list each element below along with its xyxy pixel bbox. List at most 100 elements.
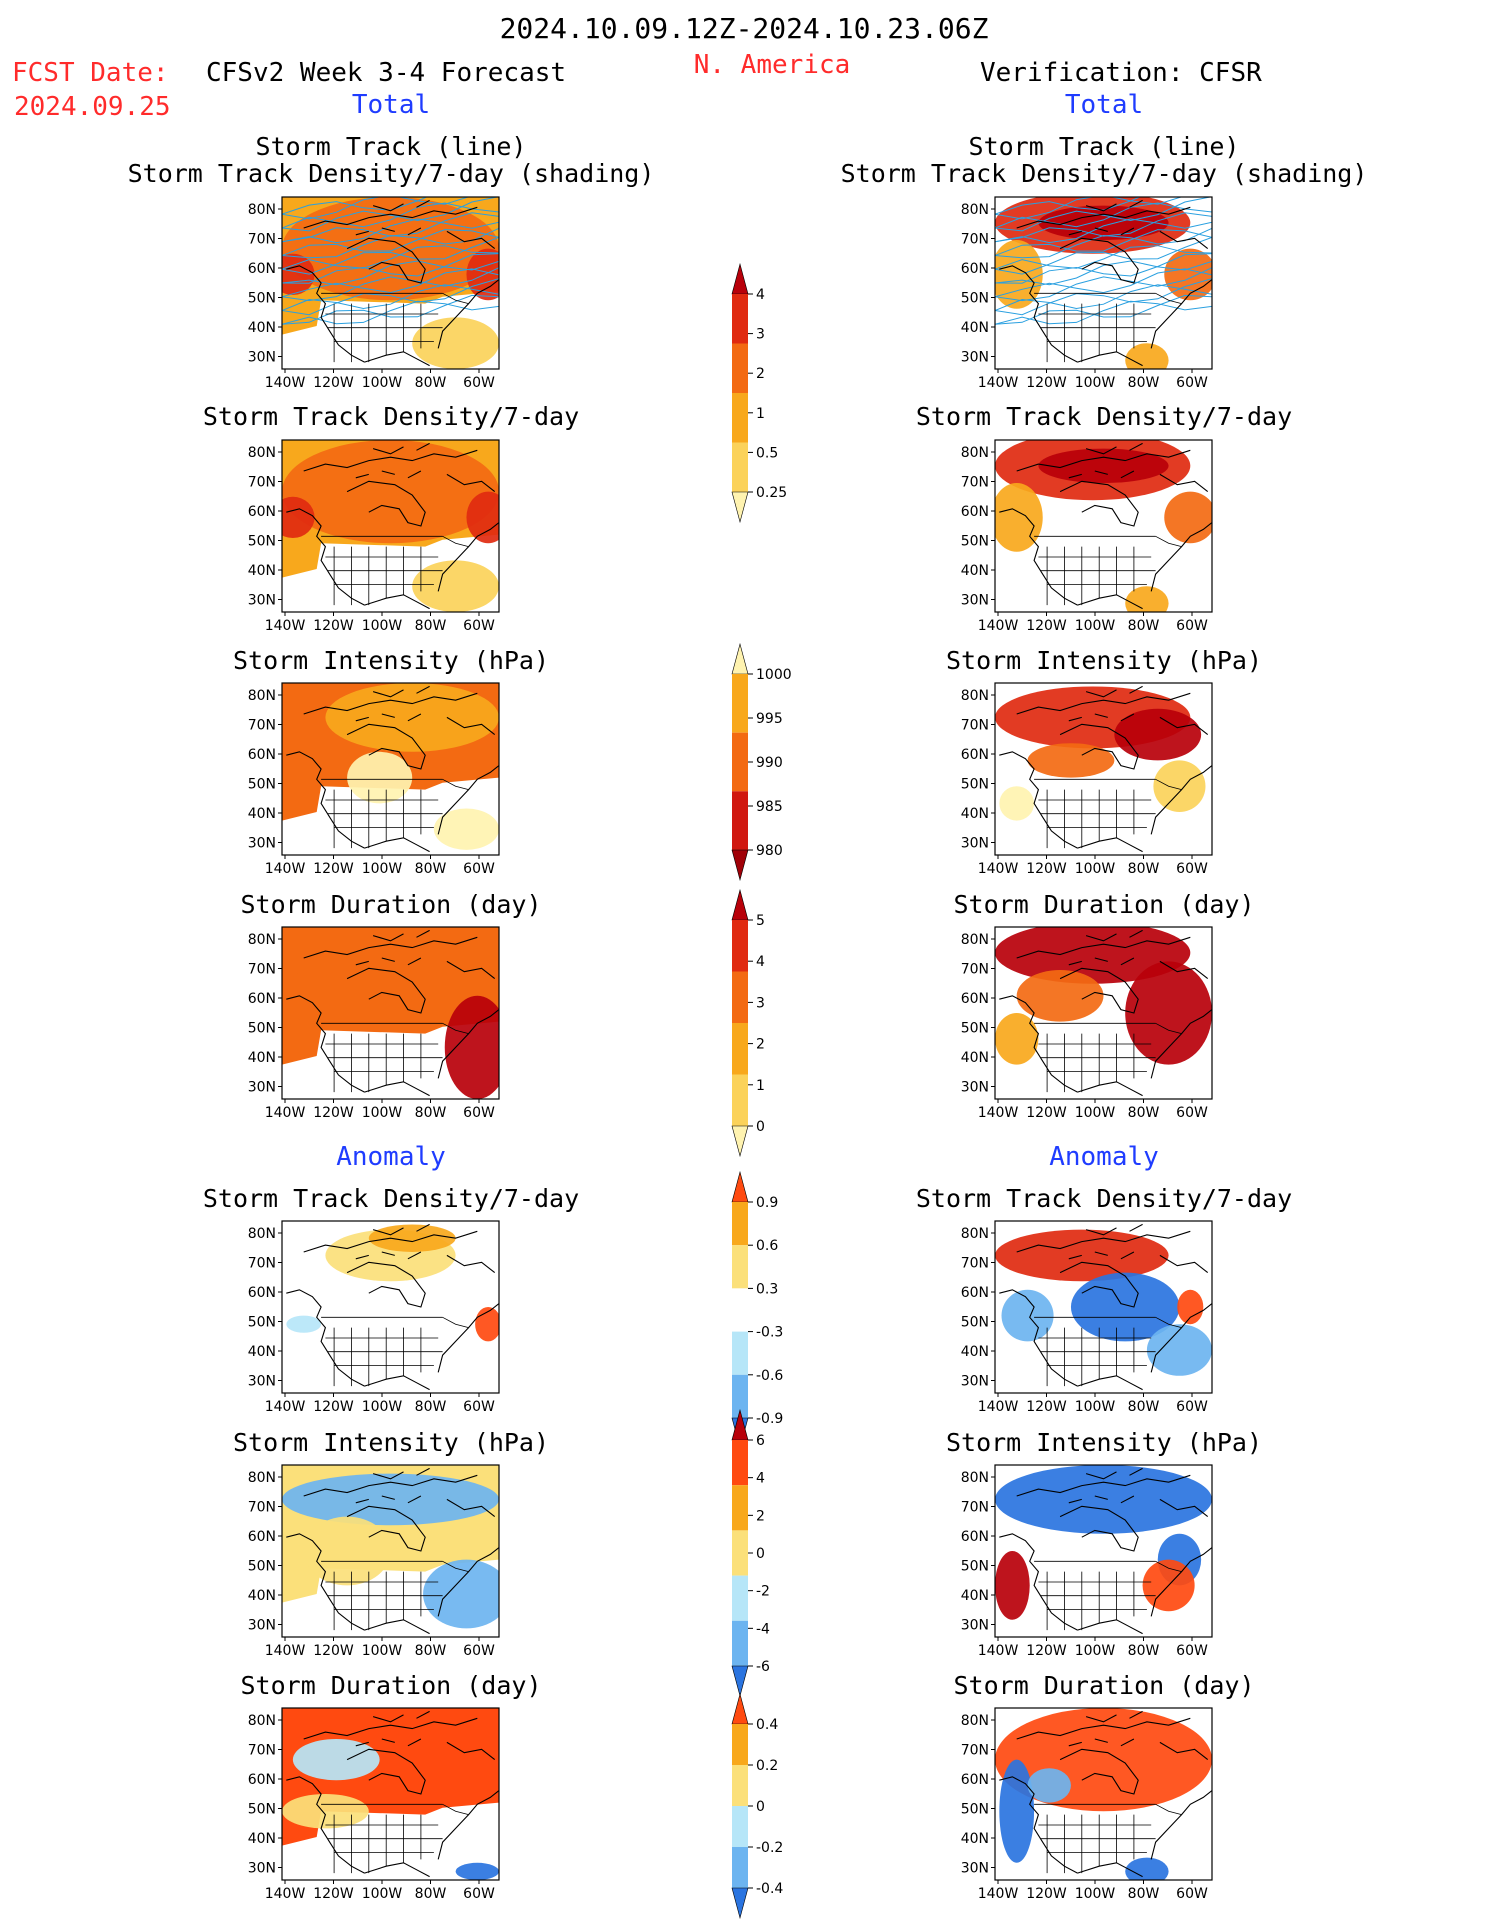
coastline [1077, 1081, 1143, 1097]
coastline [346, 480, 426, 527]
lat-label: 80N [248, 202, 276, 218]
storm-track-line [995, 197, 1212, 232]
coastline [372, 442, 430, 455]
lon-label: 80W [415, 861, 447, 877]
lat-label: 30N [248, 1374, 276, 1390]
coastline [372, 685, 430, 698]
coastline [346, 1261, 426, 1308]
shading-blob [995, 927, 1191, 984]
lat-label: 70N [961, 1743, 989, 1759]
coastline [1068, 1495, 1135, 1504]
coastline [446, 230, 496, 250]
coastline [446, 1498, 496, 1518]
colorbar-arrow-bottom [731, 1125, 749, 1158]
coastline [364, 1081, 430, 1097]
colorbar-segment [732, 1765, 748, 1806]
lon-label: 100W [1075, 1399, 1116, 1415]
right-panel-title-5: Storm Track Density/7-day [915, 1184, 1293, 1213]
state-border [442, 292, 469, 304]
shading-blob [282, 1794, 369, 1829]
right-panel-title-4: Storm Duration (day) [953, 890, 1255, 919]
colorbar-segment [732, 294, 748, 344]
shading-blob [282, 961, 413, 1031]
state-border [1038, 556, 1156, 585]
shading-blob [282, 440, 499, 544]
lat-label: 40N [961, 1344, 989, 1360]
map-frame [994, 926, 1213, 1100]
storm-track-line [282, 267, 499, 302]
coastline [286, 751, 365, 849]
colorbar-segment [732, 442, 748, 492]
lat-label: 80N [961, 445, 989, 461]
colorbar-label: 0 [756, 1119, 765, 1135]
lon-label: 100W [1075, 375, 1116, 391]
colorbar-label: 0.3 [756, 1281, 778, 1297]
coastline [1159, 230, 1209, 250]
coastline [1159, 1741, 1209, 1761]
map-frame [994, 682, 1213, 856]
shading-blob [995, 483, 1043, 552]
colorbar-label: 0.2 [756, 1758, 778, 1774]
lat-label: 80N [248, 932, 276, 948]
lon-label: 120W [313, 618, 354, 634]
lon-label: 60W [1176, 1105, 1208, 1121]
coastline [286, 1533, 365, 1631]
coastline [355, 1495, 422, 1504]
coastline [1068, 470, 1135, 479]
lat-label: 60N [961, 747, 989, 763]
coastline [303, 1230, 478, 1253]
state-border [333, 546, 422, 606]
coastline [364, 1619, 430, 1635]
coastline [1068, 957, 1135, 966]
coastline [999, 1289, 1078, 1387]
colorbar-segment [732, 1245, 748, 1289]
coastline [286, 1776, 365, 1874]
coastline [1159, 1254, 1209, 1274]
storm-track-line [995, 267, 1212, 302]
lon-label: 100W [1075, 1105, 1116, 1121]
colorbar-segment [732, 343, 748, 393]
colorbar-label: -0.9 [756, 1411, 783, 1427]
lat-label: 60N [961, 504, 989, 520]
shading-blob [412, 317, 499, 369]
storm-track-line [282, 202, 499, 229]
storm-track-line [282, 300, 499, 325]
colorbar-label: 2 [756, 1037, 765, 1053]
colorbar-density-total: 4 3 2 1 0.5 0.25 [731, 262, 787, 524]
coastline [303, 449, 478, 472]
coastline [446, 716, 496, 736]
shading-blob [423, 1559, 499, 1629]
lon-label: 140W [265, 1399, 306, 1415]
map-frame [994, 1220, 1213, 1394]
lon-label: 80W [415, 618, 447, 634]
right-verification-title: Verification: CFSR [980, 58, 1262, 88]
colorbar-segment [732, 1806, 748, 1847]
lat-label: 50N [961, 777, 989, 793]
lat-label: 80N [248, 1226, 276, 1242]
lon-label: 120W [313, 1105, 354, 1121]
shading-blob [466, 248, 499, 301]
lat-label: 50N [248, 534, 276, 550]
shading-blob [282, 253, 315, 296]
lon-label: 120W [1026, 375, 1067, 391]
storm-track-line [282, 229, 499, 256]
colorbar-label: -0.4 [756, 1881, 783, 1897]
lat-label: 60N [961, 1529, 989, 1545]
colorbar-label: 2 [756, 1508, 765, 1524]
lon-label: 80W [1128, 861, 1160, 877]
lon-label: 100W [362, 1105, 403, 1121]
colorbar-label: 4 [756, 1471, 765, 1487]
lat-label: 80N [248, 1713, 276, 1729]
lon-label: 100W [362, 375, 403, 391]
lon-label: 60W [1176, 375, 1208, 391]
colorbar-label: 985 [756, 799, 783, 815]
storm-track-line [995, 284, 1212, 311]
coastline [1059, 480, 1139, 527]
colorbar-label: 1000 [756, 667, 792, 683]
lon-label: 60W [1176, 861, 1208, 877]
coastline [1085, 929, 1143, 942]
coastline [999, 1776, 1078, 1874]
left-map-panel-2: 80N 70N 60N 50N 40N 30N 140W 120W 100W 80W 60W [248, 439, 500, 634]
coastline [1016, 1717, 1191, 1740]
coastline [286, 508, 365, 606]
